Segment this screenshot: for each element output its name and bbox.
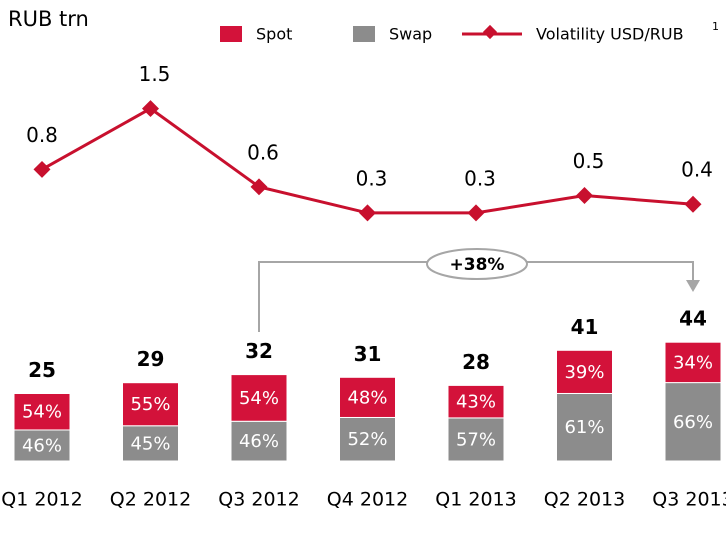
- legend-swatch: [353, 26, 375, 42]
- x-tick-label: Q1 2013: [435, 489, 516, 511]
- value-label: 54%: [239, 388, 279, 409]
- legend-label: Volatility USD/RUB: [536, 25, 684, 44]
- total-label: 44: [679, 307, 707, 331]
- total-label: 25: [28, 358, 56, 382]
- value-label: 34%: [673, 352, 713, 373]
- x-tick-label: Q1 2012: [1, 489, 82, 511]
- legend-swatch: [220, 26, 242, 42]
- legend-label: Spot: [256, 25, 292, 44]
- value-label: 46%: [239, 431, 279, 452]
- value-label: 45%: [130, 433, 170, 454]
- bar-segment: [556, 392, 613, 462]
- volatility-marker: [359, 204, 376, 222]
- volatility-label: 0.3: [356, 166, 388, 190]
- volatility-marker: [684, 195, 702, 213]
- annotation: +38%: [258, 248, 700, 332]
- annotation-label: +38%: [450, 255, 505, 275]
- bar-segment: [13, 393, 71, 431]
- volatility-marker: [33, 160, 51, 178]
- value-label: 61%: [564, 417, 604, 438]
- x-tick-label: Q4 2012: [327, 489, 408, 511]
- legend-label: Swap: [389, 25, 432, 44]
- x-tick-label: Q3 2013: [652, 489, 726, 511]
- bar-segment: [13, 429, 71, 462]
- unit-label: RUB trn: [8, 7, 89, 31]
- volatility-marker: [467, 204, 485, 222]
- bar-segment: [339, 376, 396, 418]
- annotation-bubble: [426, 248, 528, 280]
- volatility-label: 0.4: [681, 158, 713, 182]
- total-label: 41: [571, 315, 599, 339]
- value-label: 57%: [456, 429, 496, 450]
- x-tick-label: Q2 2013: [544, 489, 625, 511]
- value-label: 48%: [347, 387, 387, 408]
- legend: Spot Swap Volatility USD/RUB 1: [220, 20, 719, 44]
- value-label: 39%: [564, 362, 604, 383]
- footnote-marker: 1: [712, 20, 719, 33]
- legend-marker: [482, 24, 498, 40]
- bar-segment: [230, 374, 288, 422]
- value-label: 43%: [456, 392, 496, 413]
- bar-segment: [556, 349, 613, 394]
- x-tick-label: Q3 2012: [218, 489, 299, 511]
- total-label: 31: [354, 342, 382, 366]
- bar-segment: [664, 341, 722, 384]
- volatility-label: 0.5: [573, 149, 605, 173]
- bar-segment: [447, 417, 505, 462]
- growth-arrow: [686, 280, 700, 292]
- total-label: 28: [462, 350, 490, 374]
- value-label: 66%: [673, 412, 713, 433]
- bar-segment: [447, 384, 505, 419]
- volatility-label: 0.8: [26, 123, 58, 147]
- value-label: 52%: [347, 429, 387, 450]
- value-label: 54%: [22, 402, 62, 423]
- bar-segment: [339, 416, 396, 462]
- total-label: 29: [137, 347, 165, 371]
- volatility-label: 0.6: [247, 140, 279, 164]
- volatility-marker: [250, 178, 268, 196]
- bar-segment: [664, 382, 722, 462]
- volatility-marker: [576, 187, 593, 205]
- total-label: 32: [245, 339, 273, 363]
- value-label: 55%: [130, 394, 170, 415]
- volatility-marker: [142, 100, 159, 118]
- value-label: 46%: [22, 435, 62, 456]
- volatility-label: 1.5: [139, 62, 171, 86]
- volatility-label: 0.3: [464, 166, 496, 190]
- x-tick-label: Q2 2012: [110, 489, 191, 511]
- bar-segment: [122, 382, 179, 427]
